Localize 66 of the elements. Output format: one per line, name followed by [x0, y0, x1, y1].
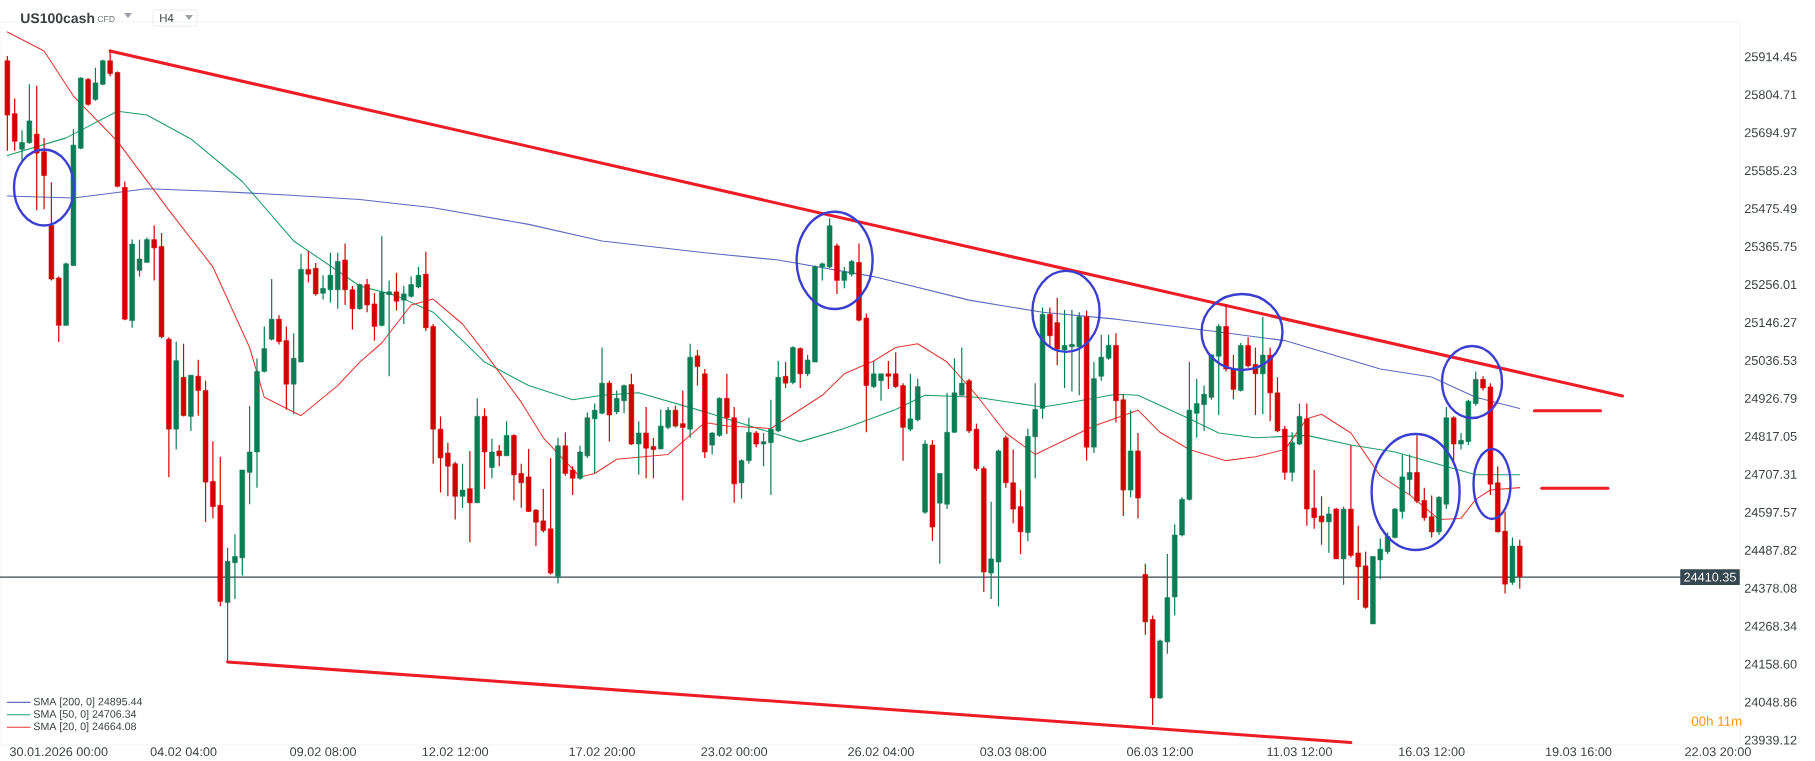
candlestick: [782, 361, 789, 389]
candlestick: [393, 272, 400, 312]
candlestick: [1428, 494, 1435, 539]
candlestick: [1105, 334, 1112, 361]
x-tick-label: 17.02 20:00: [569, 747, 635, 757]
x-tick-label: 23.02 00:00: [701, 747, 768, 757]
candlestick: [1260, 316, 1266, 415]
y-tick-label: 25036.53: [1744, 356, 1797, 365]
candlestick: [907, 373, 914, 432]
y-tick-label: 24158.60: [1744, 659, 1797, 669]
candlestick: [459, 463, 466, 509]
line-series: [6, 31, 1521, 520]
candlestick: [694, 349, 701, 387]
chart-title: US100cash: [21, 12, 95, 24]
y-tick-label: 24707.31: [1744, 469, 1797, 479]
legend-label: SMA [20, 0] 24664.08: [33, 722, 137, 733]
legend-label: SMA [200, 0] 24895.44: [33, 697, 143, 708]
y-tick-label: 25475.49: [1744, 204, 1797, 214]
y-tick-label: 25585.23: [1744, 166, 1797, 176]
candlestick: [841, 266, 847, 289]
line-series: [6, 188, 1521, 409]
annotation: 00h 11m: [1691, 716, 1742, 726]
candlestick: [569, 465, 576, 496]
candlestick: [1098, 334, 1104, 382]
x-tick-label: 22.03 20:00: [1685, 747, 1751, 757]
candlestick: [467, 450, 473, 543]
y-tick-label: 23939.12: [1744, 735, 1797, 745]
chart-subtitle: CFD: [97, 15, 115, 23]
x-tick-label: 30.01.2026 00:00: [9, 747, 108, 757]
x-tick-label: 04.02 04:00: [150, 747, 217, 757]
y-tick-label: 25256.01: [1744, 280, 1797, 290]
y-tick-label: 25804.71: [1744, 90, 1797, 100]
y-tick-label: 25914.45: [1744, 52, 1797, 62]
y-tick-label: 24048.86: [1744, 697, 1797, 707]
x-tick-label: 16.03 12:00: [1399, 747, 1465, 757]
x-tick-label: 19.03 16:00: [1545, 747, 1612, 757]
x-tick-label: 11.03 12:00: [1267, 747, 1332, 757]
y-tick-label: 24268.34: [1744, 621, 1797, 631]
candlestick: [503, 420, 510, 457]
candlestick: [1406, 453, 1413, 496]
x-tick-label: 26.02 04:00: [848, 747, 914, 757]
x-tick-label: 06.03 12:00: [1127, 747, 1193, 757]
candlestick: [195, 359, 201, 417]
candlestick: [305, 250, 312, 283]
y-tick-label: 25146.27: [1744, 318, 1797, 328]
y-tick-label: 24817.05: [1744, 431, 1797, 441]
candlestick: [496, 444, 502, 467]
candlestick: [885, 360, 892, 390]
y-tick-label: 24487.82: [1744, 545, 1797, 555]
ref-line-label: 24410.35: [1684, 572, 1736, 582]
candlestick: [1230, 354, 1237, 400]
y-tick-label: 24597.57: [1744, 507, 1797, 517]
y-tick-label: 24378.08: [1744, 583, 1797, 593]
y-tick-label: 24926.79: [1744, 393, 1797, 403]
candlestick: [268, 278, 275, 342]
y-tick-label: 25365.75: [1744, 242, 1797, 252]
candlestick: [636, 420, 642, 476]
y-tick-label: 25694.97: [1744, 128, 1797, 138]
line-series: [6, 110, 1521, 476]
text: H4: [160, 14, 174, 22]
x-tick-label: 09.02 08:00: [290, 747, 356, 757]
legend-label: SMA [50, 0] 24706.34: [33, 709, 137, 720]
x-tick-label: 12.02 12:00: [422, 747, 489, 757]
candlestick: [489, 438, 495, 479]
x-tick-label: 03.03 08:00: [980, 747, 1047, 757]
candlestick: [1326, 506, 1332, 554]
